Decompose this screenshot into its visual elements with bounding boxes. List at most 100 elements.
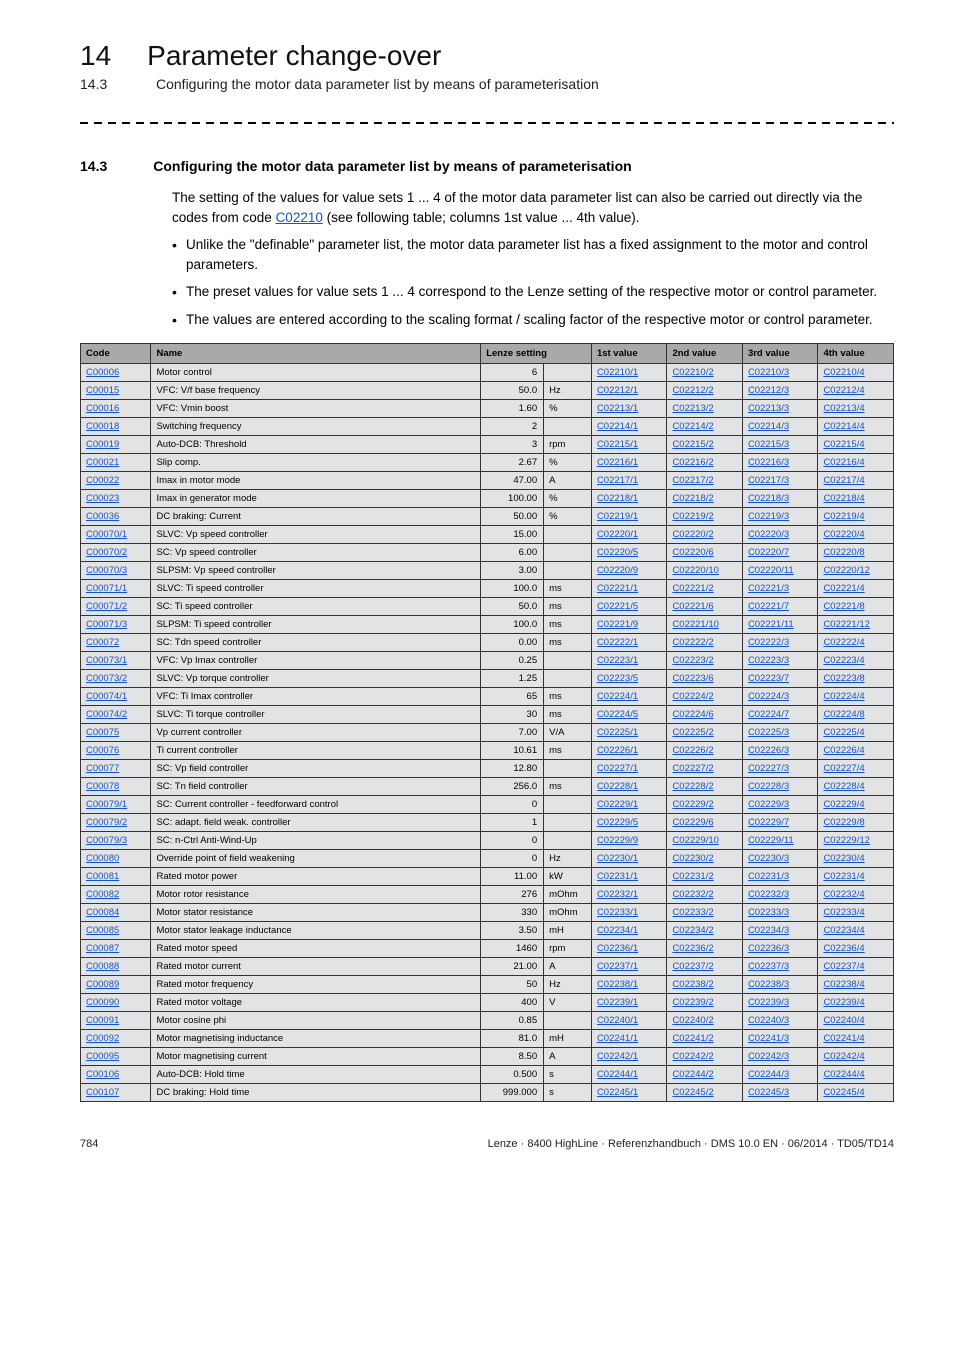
value-link[interactable]: C02213/2 [672,403,713,414]
cell-value[interactable]: C02224/2 [667,688,743,706]
value-link[interactable]: C02219/1 [597,511,638,522]
value-link[interactable]: C02216/4 [823,457,864,468]
cell-value[interactable]: C02224/1 [591,688,667,706]
cell-code[interactable]: C00076 [81,742,151,760]
value-link[interactable]: C02220/3 [748,529,789,540]
cell-value[interactable]: C02237/3 [742,958,818,976]
cell-code[interactable]: C00019 [81,436,151,454]
code-link[interactable]: C00095 [86,1051,119,1062]
cell-value[interactable]: C02230/3 [742,850,818,868]
code-link[interactable]: C00087 [86,943,119,954]
cell-value[interactable]: C02226/2 [667,742,743,760]
cell-value[interactable]: C02238/1 [591,976,667,994]
value-link[interactable]: C02210/2 [672,367,713,378]
cell-value[interactable]: C02221/12 [818,616,894,634]
cell-value[interactable]: C02212/1 [591,382,667,400]
value-link[interactable]: C02214/4 [823,421,864,432]
cell-value[interactable]: C02231/3 [742,868,818,886]
cell-value[interactable]: C02221/1 [591,580,667,598]
cell-value[interactable]: C02224/7 [742,706,818,724]
cell-value[interactable]: C02219/3 [742,508,818,526]
value-link[interactable]: C02234/2 [672,925,713,936]
cell-value[interactable]: C02236/2 [667,940,743,958]
cell-value[interactable]: C02220/9 [591,562,667,580]
code-link-c02210[interactable]: C02210 [276,210,323,225]
value-link[interactable]: C02229/11 [748,835,794,846]
cell-value[interactable]: C02239/4 [818,994,894,1012]
code-link[interactable]: C00070/2 [86,547,127,558]
value-link[interactable]: C02231/1 [597,871,638,882]
cell-value[interactable]: C02212/4 [818,382,894,400]
code-link[interactable]: C00082 [86,889,119,900]
value-link[interactable]: C02220/5 [597,547,638,558]
cell-value[interactable]: C02229/7 [742,814,818,832]
cell-value[interactable]: C02245/4 [818,1084,894,1102]
cell-code[interactable]: C00107 [81,1084,151,1102]
code-link[interactable]: C00079/3 [86,835,127,846]
value-link[interactable]: C02241/1 [597,1033,638,1044]
cell-code[interactable]: C00085 [81,922,151,940]
cell-value[interactable]: C02230/1 [591,850,667,868]
value-link[interactable]: C02218/1 [597,493,638,504]
value-link[interactable]: C02236/3 [748,943,789,954]
value-link[interactable]: C02229/10 [672,835,718,846]
value-link[interactable]: C02228/1 [597,781,638,792]
value-link[interactable]: C02242/3 [748,1051,789,1062]
cell-value[interactable]: C02220/3 [742,526,818,544]
code-link[interactable]: C00016 [86,403,119,414]
code-link[interactable]: C00036 [86,511,119,522]
cell-value[interactable]: C02220/6 [667,544,743,562]
cell-value[interactable]: C02230/2 [667,850,743,868]
cell-value[interactable]: C02221/11 [742,616,818,634]
cell-value[interactable]: C02234/3 [742,922,818,940]
cell-value[interactable]: C02229/6 [667,814,743,832]
cell-value[interactable]: C02212/2 [667,382,743,400]
cell-value[interactable]: C02213/1 [591,400,667,418]
cell-value[interactable]: C02226/4 [818,742,894,760]
value-link[interactable]: C02221/3 [748,583,789,594]
value-link[interactable]: C02221/5 [597,601,638,612]
value-link[interactable]: C02219/2 [672,511,713,522]
value-link[interactable]: C02220/6 [672,547,713,558]
value-link[interactable]: C02233/4 [823,907,864,918]
cell-value[interactable]: C02224/4 [818,688,894,706]
cell-value[interactable]: C02244/3 [742,1066,818,1084]
value-link[interactable]: C02222/4 [823,637,864,648]
cell-value[interactable]: C02229/11 [742,832,818,850]
value-link[interactable]: C02236/2 [672,943,713,954]
value-link[interactable]: C02220/1 [597,529,638,540]
cell-value[interactable]: C02218/1 [591,490,667,508]
cell-value[interactable]: C02232/4 [818,886,894,904]
cell-value[interactable]: C02229/10 [667,832,743,850]
cell-value[interactable]: C02222/2 [667,634,743,652]
cell-value[interactable]: C02245/3 [742,1084,818,1102]
code-link[interactable]: C00089 [86,979,119,990]
value-link[interactable]: C02231/3 [748,871,789,882]
value-link[interactable]: C02216/1 [597,457,638,468]
value-link[interactable]: C02217/3 [748,475,789,486]
cell-value[interactable]: C02234/4 [818,922,894,940]
cell-value[interactable]: C02224/8 [818,706,894,724]
cell-value[interactable]: C02226/1 [591,742,667,760]
value-link[interactable]: C02230/2 [672,853,713,864]
value-link[interactable]: C02222/3 [748,637,789,648]
code-link[interactable]: C00074/2 [86,709,127,720]
code-link[interactable]: C00070/3 [86,565,127,576]
cell-value[interactable]: C02213/4 [818,400,894,418]
code-link[interactable]: C00092 [86,1033,119,1044]
value-link[interactable]: C02220/8 [823,547,864,558]
cell-value[interactable]: C02238/2 [667,976,743,994]
cell-value[interactable]: C02217/2 [667,472,743,490]
cell-code[interactable]: C00072 [81,634,151,652]
code-link[interactable]: C00075 [86,727,119,738]
value-link[interactable]: C02229/9 [597,835,638,846]
cell-value[interactable]: C02222/4 [818,634,894,652]
value-link[interactable]: C02213/3 [748,403,789,414]
cell-code[interactable]: C00079/1 [81,796,151,814]
value-link[interactable]: C02240/3 [748,1015,789,1026]
cell-value[interactable]: C02231/4 [818,868,894,886]
code-link[interactable]: C00080 [86,853,119,864]
value-link[interactable]: C02223/5 [597,673,638,684]
cell-value[interactable]: C02245/1 [591,1084,667,1102]
cell-value[interactable]: C02218/4 [818,490,894,508]
